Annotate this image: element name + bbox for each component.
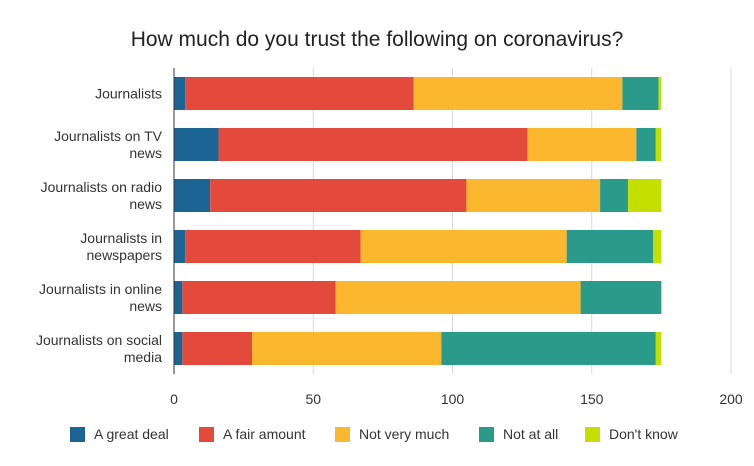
category-label: news (129, 298, 162, 314)
legend-label: A fair amount (223, 426, 306, 442)
legend-item: Not at all (479, 426, 558, 442)
legend-label: Don't know (609, 426, 679, 442)
legend-label: Not very much (359, 426, 449, 442)
category-label: newspapers (87, 247, 163, 263)
bar-segment (566, 230, 654, 263)
x-tick-label: 150 (580, 391, 604, 407)
gridlines (312, 68, 732, 374)
category-label: Journalists in online (39, 281, 162, 297)
bar-segment (174, 179, 211, 212)
legend-swatch (585, 427, 600, 442)
bar-segment (174, 77, 186, 110)
legend-swatch (70, 427, 85, 442)
bar-segment (360, 230, 567, 263)
bar-segment (335, 281, 581, 314)
bar-segment (174, 128, 219, 161)
category-label: Journalists on social (36, 332, 162, 348)
chart-title: How much do you trust the following on c… (131, 28, 624, 51)
bar-segment (600, 179, 628, 212)
legend: A great deal A fair amount Not very much No… (70, 426, 679, 442)
bar-segment (174, 281, 183, 314)
legend-item: Don't know (585, 426, 679, 442)
bar-segment (622, 77, 659, 110)
legend-swatch (479, 427, 494, 442)
legend-label: A great deal (94, 426, 169, 442)
bar-segment (580, 281, 662, 314)
bar-segment (636, 128, 656, 161)
bar-segment (185, 77, 414, 110)
bar-segment (185, 230, 361, 263)
bar-segment (466, 179, 601, 212)
bar-segment (174, 332, 183, 365)
x-tick-label: 50 (305, 391, 321, 407)
x-tick-label: 200 (719, 391, 743, 407)
category-label: Journalists in (80, 230, 162, 246)
bar-segment (441, 332, 656, 365)
category-label: Journalists on radio (41, 179, 163, 195)
category-label: news (129, 196, 162, 212)
bar-segment (627, 179, 662, 212)
bar-segment (182, 332, 252, 365)
legend-item: A great deal (70, 426, 169, 442)
category-label: Journalists on TV (54, 128, 163, 144)
bar-segment (653, 230, 662, 263)
category-label: news (129, 145, 162, 161)
x-tick-label: 0 (170, 391, 178, 407)
bar-segment (413, 77, 623, 110)
legend-swatch (199, 427, 214, 442)
bars (174, 77, 662, 365)
category-label: media (124, 349, 162, 365)
bar-segment (655, 128, 662, 161)
x-tick-labels: 0 50 100 150 200 (170, 391, 743, 407)
x-tick-label: 100 (441, 391, 465, 407)
bar-segment (174, 230, 186, 263)
legend-label: Not at all (503, 426, 558, 442)
legend-item: A fair amount (199, 426, 306, 442)
bar-segment (210, 179, 467, 212)
bar-segment (182, 281, 336, 314)
bar-segment (658, 77, 662, 110)
category-label: Journalists (95, 86, 162, 102)
bar-segment (655, 332, 662, 365)
bar-segment (527, 128, 637, 161)
legend-swatch (335, 427, 350, 442)
bar-segment (218, 128, 528, 161)
legend-item: Not very much (335, 426, 449, 442)
bar-segment (251, 332, 442, 365)
